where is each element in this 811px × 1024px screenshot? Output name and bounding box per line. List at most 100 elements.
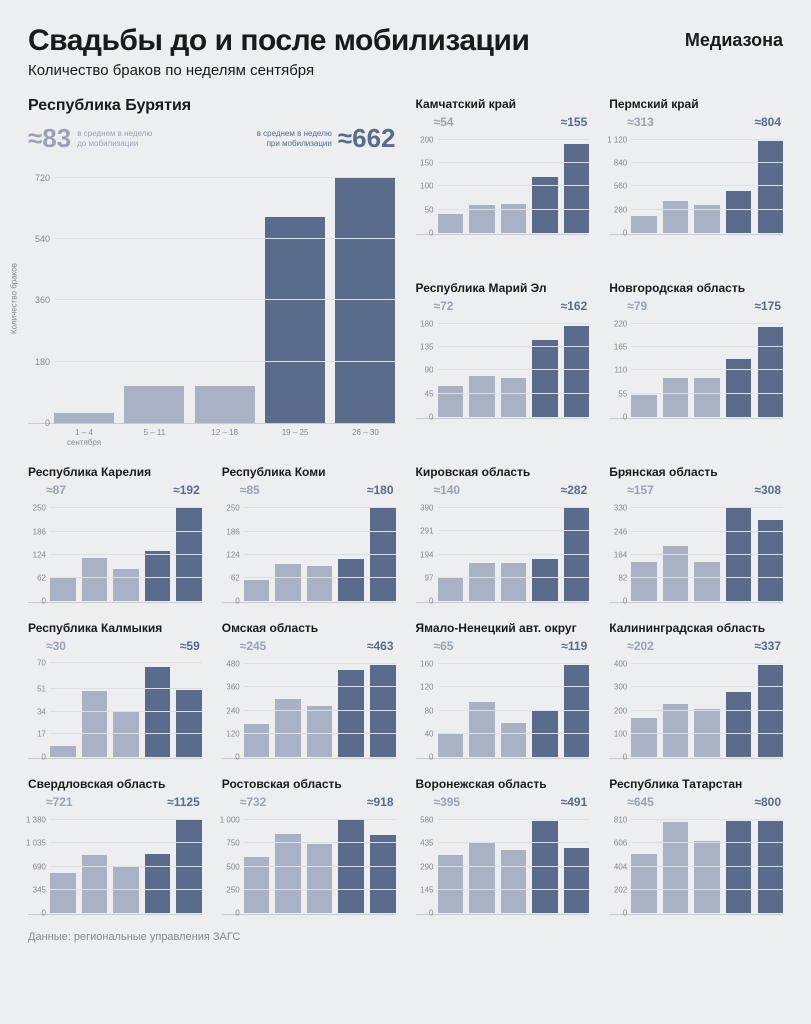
y-tick-label: 100 [614,729,631,738]
bar [758,520,784,602]
panel-title: Калининградская область [609,621,783,635]
y-tick-label: 120 [420,683,437,692]
y-tick-label: 0 [623,597,631,606]
y-tick-label: 345 [33,885,50,894]
stat-before: ≈313 [627,115,654,129]
y-tick-label: 435 [420,839,437,848]
y-tick-label: 17 [37,730,50,739]
bar [307,844,333,914]
y-tick-label: 145 [420,885,437,894]
bar [145,551,171,601]
stat-after: ≈180 [367,483,394,497]
stat-after: ≈119 [561,639,587,653]
bar [532,821,558,914]
bar [244,580,270,602]
stat-after: ≈337 [754,639,781,653]
bar-chart: 02805608401 120 [609,135,783,235]
y-tick-label: 45 [425,389,438,398]
bar [726,191,752,234]
bar [307,706,333,758]
bar [694,562,720,601]
panel-kalmykia: Республика Калмыкия≈30≈59017345170 [28,621,202,759]
stat-after: ≈662 [338,123,396,154]
bar [663,201,689,234]
bar-chart: 062124186250 [28,503,202,603]
stat-after: ≈1125 [167,795,200,809]
bar [265,217,325,423]
y-tick-label: 124 [226,550,243,559]
y-tick-label: 51 [37,684,50,693]
y-tick-label: 560 [614,182,631,191]
bar [694,378,720,417]
bar [438,386,464,417]
y-tick-label: 0 [429,753,437,762]
stat-before: ≈85 [240,483,260,497]
y-tick-label: 80 [425,706,438,715]
y-tick-label: 0 [429,909,437,918]
y-tick-label: 200 [420,135,437,144]
stat-after: ≈282 [561,483,588,497]
bar [176,820,202,913]
y-tick-label: 186 [33,527,50,536]
y-tick-label: 90 [425,366,438,375]
bar [54,413,114,423]
bar [370,665,396,757]
panel-title: Республика Коми [222,465,396,479]
stat-before: ≈72 [434,299,454,313]
bar-chart: 04080120160 [416,659,590,759]
y-tick-label: 250 [226,503,243,512]
y-tick-label: 0 [429,229,437,238]
y-tick-label: 55 [618,389,631,398]
y-tick-label: 360 [226,683,243,692]
stat-row: ≈202≈337 [609,639,783,653]
stat-row: ≈395≈491 [416,795,590,809]
stat-row: ≈87≈192 [28,483,202,497]
bar [244,724,270,757]
bar [564,848,590,914]
y-tick-label: 220 [614,319,631,328]
stat-after: ≈918 [367,795,394,809]
y-tick-label: 246 [614,527,631,536]
bar [275,564,301,601]
bar [438,577,464,601]
bar-chart: 0202404606810 [609,815,783,915]
y-axis-label: Количество браков [10,263,19,334]
y-tick-label: 540 [35,234,54,244]
bar [758,141,784,233]
bar [275,699,301,757]
stat-after: ≈308 [754,483,781,497]
y-tick-label: 135 [420,343,437,352]
bar [564,326,590,417]
stat-before: ≈65 [434,639,454,653]
bar [663,704,689,758]
y-tick-label: 124 [33,550,50,559]
bar [469,843,495,913]
bar [726,692,752,757]
y-tick-label: 0 [45,418,54,428]
stat-row: ≈65 ≈119 [416,639,590,653]
panel-title: Республика Татарстан [609,777,783,791]
y-tick-label: 500 [226,862,243,871]
bar [501,378,527,417]
panel-komi: Республика Коми≈85≈180062124186250 [222,465,396,603]
y-tick-label: 606 [614,839,631,848]
y-tick-label: 50 [425,205,438,214]
y-tick-label: 0 [623,229,631,238]
bar [501,563,527,601]
y-tick-label: 150 [420,159,437,168]
bar [338,559,364,601]
panel-yanao: Ямало-Ненецкий авт. округ≈65≈11904080120… [416,621,590,759]
stat-row: ≈721≈1125 [28,795,202,809]
panel-perm: Пермский край≈313≈80402805608401 120 [609,97,783,263]
stat-after: ≈162 [561,299,588,313]
bar [501,850,527,913]
stat-after: ≈491 [561,795,588,809]
y-tick-label: 1 380 [26,815,50,824]
panel-title: Свердловская область [28,777,202,791]
y-tick-label: 390 [420,503,437,512]
bar [145,667,171,757]
panel-title: Воронежская область [416,777,590,791]
y-tick-label: 291 [420,527,437,536]
bar [564,508,590,601]
bar-chart: 0180360540720 [28,164,396,424]
